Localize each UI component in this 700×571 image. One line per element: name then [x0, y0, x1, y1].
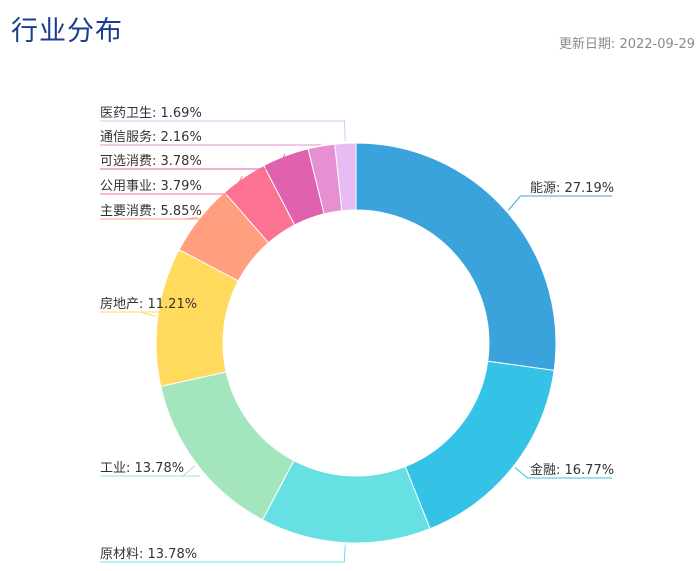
leader-line-2	[514, 467, 612, 479]
leader-line-9	[100, 143, 322, 146]
leader-line-7	[100, 175, 243, 195]
slice-label-7: 公用事业: 3.79%	[100, 179, 202, 194]
slice-label-2: 金融: 16.77%	[530, 462, 614, 478]
slice-label-3: 原材料: 13.78%	[100, 547, 197, 562]
update-date-value: 2022-09-29	[619, 37, 695, 52]
slice-4[interactable]	[160, 371, 295, 521]
leader-line-1	[507, 195, 612, 211]
leader-line-6	[100, 217, 200, 220]
slice-1[interactable]	[355, 142, 557, 371]
slice-label-5: 房地产: 11.21%	[100, 296, 197, 312]
slice-label-8: 可选消费: 3.78%	[100, 154, 202, 169]
leader-line-8	[100, 153, 286, 170]
slice-label-1: 能源: 27.19%	[530, 181, 614, 196]
chart-labels: 能源: 27.19% 金融: 16.77% 原材料: 13.78% 工业: 13.78…	[100, 106, 614, 562]
leader-line-3	[100, 544, 346, 563]
chart-slices	[155, 142, 557, 544]
slice-label-6: 主要消费: 5.85%	[100, 204, 202, 219]
slice-10[interactable]	[334, 142, 357, 212]
slice-label-9: 通信服务: 2.16%	[100, 129, 202, 145]
leader-line-10	[100, 120, 346, 142]
leader-line-4	[100, 465, 200, 477]
leader-line-5	[100, 311, 200, 317]
chart-leader-lines	[100, 120, 612, 563]
update-date: 更新日期: 2022-09-29	[559, 33, 695, 52]
slice-label-10: 医药卫生: 1.69%	[100, 106, 202, 121]
slice-2[interactable]	[404, 360, 555, 530]
update-date-label: 更新日期:	[558, 37, 616, 52]
slice-label-4: 工业: 13.78%	[100, 461, 184, 476]
page-title: 行业分布	[11, 16, 123, 47]
